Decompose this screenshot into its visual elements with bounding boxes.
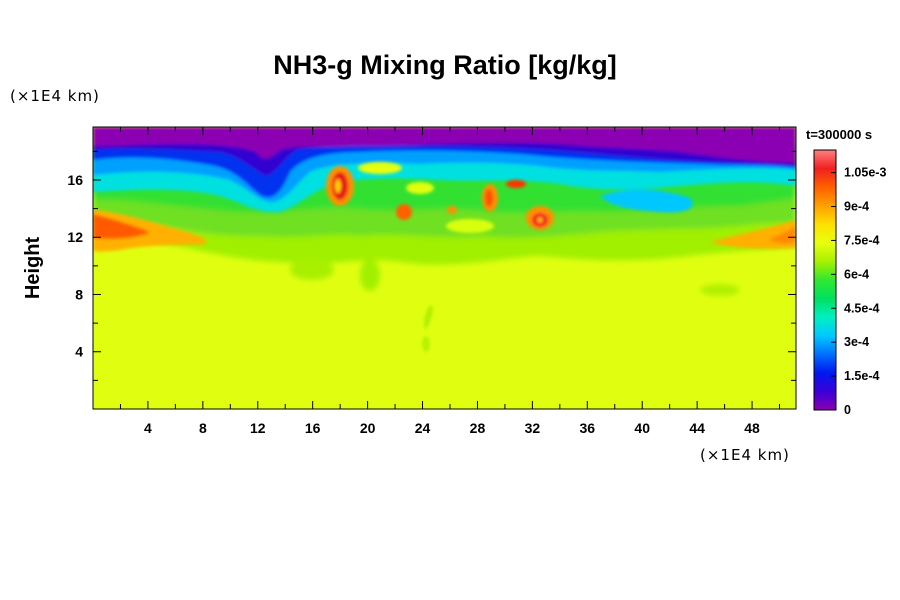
colorbar-tick-label: 1.5e-4 (844, 369, 879, 383)
yellow-patch-2 (406, 182, 434, 194)
vortex-6-inner (537, 217, 543, 223)
colorbar-gradient (814, 150, 836, 410)
x-tick-label: 12 (250, 420, 266, 436)
yellow-patch-3 (446, 219, 494, 233)
colorbar-tick-label: 1.05e-3 (844, 166, 886, 180)
colorbar-tick-label: 9e-4 (844, 200, 869, 214)
ammonia-enhancements (93, 162, 796, 252)
x-axis-ticks: 4 8 12 16 20 24 28 32 36 40 44 48 (119, 127, 781, 436)
x-tick-label: 28 (470, 420, 486, 436)
colorbar-frame (813, 149, 837, 411)
x-tick-label: 16 (305, 420, 321, 436)
lower-streaks (422, 305, 433, 352)
colorbar-ticks: 1.05e-3 9e-4 7.5e-4 6e-4 4.5e-4 3e-4 1.5e-4 0 (831, 166, 886, 417)
y-tick-label: 8 (75, 286, 83, 302)
yellow-patch-1 (358, 162, 402, 174)
green-streak-1 (423, 305, 433, 330)
y-axis-unit: (×1E4 km) (10, 87, 100, 105)
west-red-core (93, 214, 150, 239)
x-tick-label: 40 (634, 420, 650, 436)
vortex-4-core (485, 189, 493, 207)
vortex-5 (506, 180, 526, 188)
cyan-blue-layer (93, 127, 796, 213)
x-tick-label: 20 (360, 420, 376, 436)
plot-frame (92, 126, 797, 410)
x-axis-unit: (×1E4 km) (700, 446, 790, 464)
vortex-3 (447, 206, 457, 214)
colorbar-tick-label: 4.5e-4 (844, 301, 879, 315)
green-plume-1 (360, 259, 380, 291)
y-axis-label: Height (22, 237, 44, 300)
heatmap-field (93, 127, 796, 409)
colorbar-tick-label: 7.5e-4 (844, 233, 879, 247)
x-tick-label: 24 (415, 420, 431, 436)
time-label: t=300000 s (806, 127, 872, 142)
green-plume-2 (290, 260, 334, 280)
colorbar-tick-label: 6e-4 (844, 267, 869, 281)
purple-top (93, 127, 796, 163)
y-tick-label: 4 (75, 344, 83, 360)
cyan-pocket-east (600, 189, 693, 213)
green-plume-3 (700, 284, 740, 296)
x-tick-label: 36 (580, 420, 596, 436)
x-tick-label: 48 (744, 420, 760, 436)
x-tick-label: 32 (525, 420, 541, 436)
west-orange-band (93, 210, 207, 252)
y-tick-label: 12 (67, 229, 83, 245)
east-orange-core (768, 226, 796, 244)
x-tick-label: 4 (144, 420, 152, 436)
y-tick-label: 16 (67, 172, 83, 188)
colorbar-tick-label: 3e-4 (844, 335, 869, 349)
green-streak-2 (422, 336, 430, 352)
y-axis-ticks: 4 8 12 16 (67, 150, 796, 381)
vortex-2 (396, 204, 412, 220)
chart-title: NH3-g Mixing Ratio [kg/kg] (273, 50, 617, 80)
x-tick-label: 8 (199, 420, 207, 436)
x-tick-label: 44 (689, 420, 705, 436)
colorbar-tick-label: 0 (844, 403, 851, 417)
vortex-1-inner (335, 179, 341, 193)
